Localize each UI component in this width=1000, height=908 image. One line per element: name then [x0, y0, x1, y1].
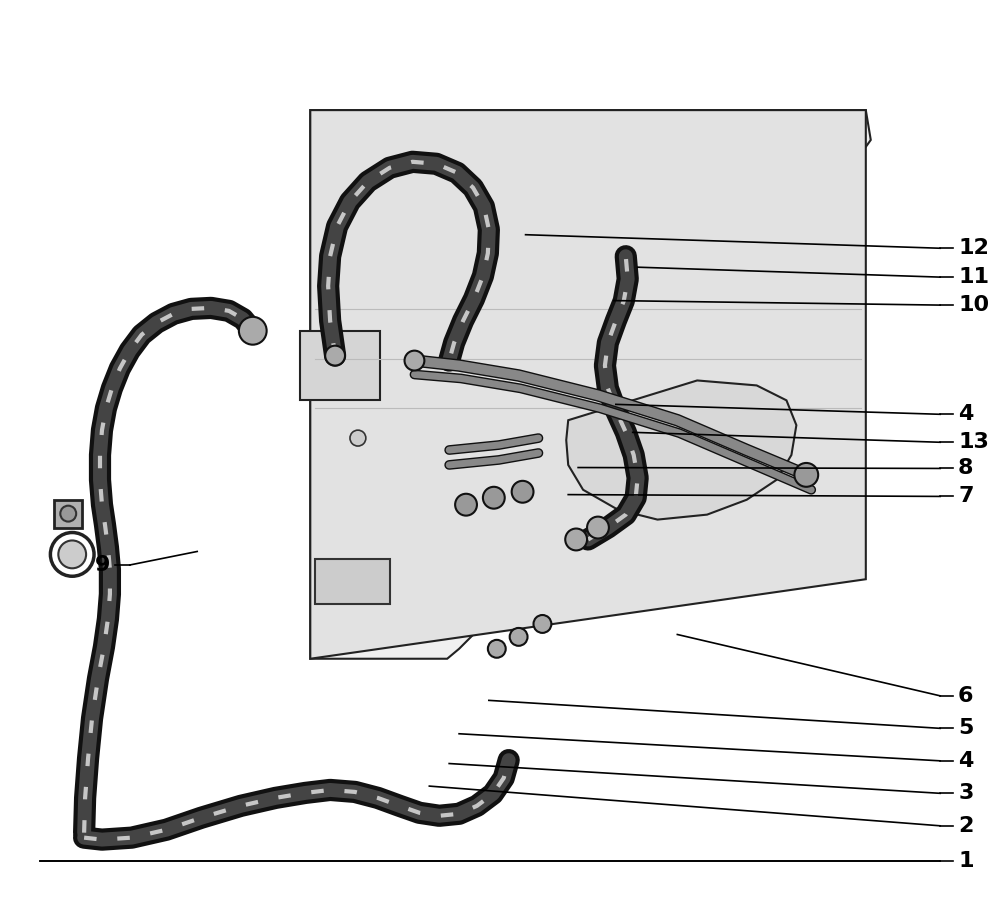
- Polygon shape: [310, 110, 866, 658]
- Circle shape: [58, 540, 86, 568]
- Text: 10: 10: [958, 295, 989, 315]
- Circle shape: [60, 506, 76, 521]
- Text: 8: 8: [958, 459, 974, 479]
- Text: 1: 1: [958, 851, 974, 871]
- Text: 2: 2: [958, 815, 973, 835]
- Circle shape: [510, 628, 528, 646]
- Bar: [54, 499, 82, 528]
- Text: 11: 11: [958, 267, 989, 287]
- Bar: [315, 559, 390, 604]
- Circle shape: [483, 487, 505, 508]
- Circle shape: [794, 463, 818, 487]
- Circle shape: [405, 350, 424, 370]
- Bar: [300, 331, 380, 400]
- Circle shape: [239, 317, 267, 345]
- Circle shape: [565, 528, 587, 550]
- Circle shape: [455, 494, 477, 516]
- Polygon shape: [310, 110, 871, 658]
- Circle shape: [325, 346, 345, 366]
- Text: 3: 3: [958, 784, 973, 804]
- Polygon shape: [566, 380, 796, 519]
- Circle shape: [512, 481, 533, 503]
- Text: 4: 4: [958, 404, 973, 424]
- Circle shape: [350, 430, 366, 446]
- Circle shape: [587, 517, 609, 538]
- Text: 5: 5: [958, 718, 973, 738]
- Circle shape: [533, 615, 551, 633]
- Text: 13: 13: [958, 432, 989, 452]
- Text: 7: 7: [958, 487, 974, 507]
- Text: 9: 9: [95, 555, 110, 575]
- Text: 4: 4: [958, 751, 973, 771]
- Text: 6: 6: [958, 686, 974, 706]
- Circle shape: [488, 640, 506, 657]
- Text: 12: 12: [958, 238, 989, 258]
